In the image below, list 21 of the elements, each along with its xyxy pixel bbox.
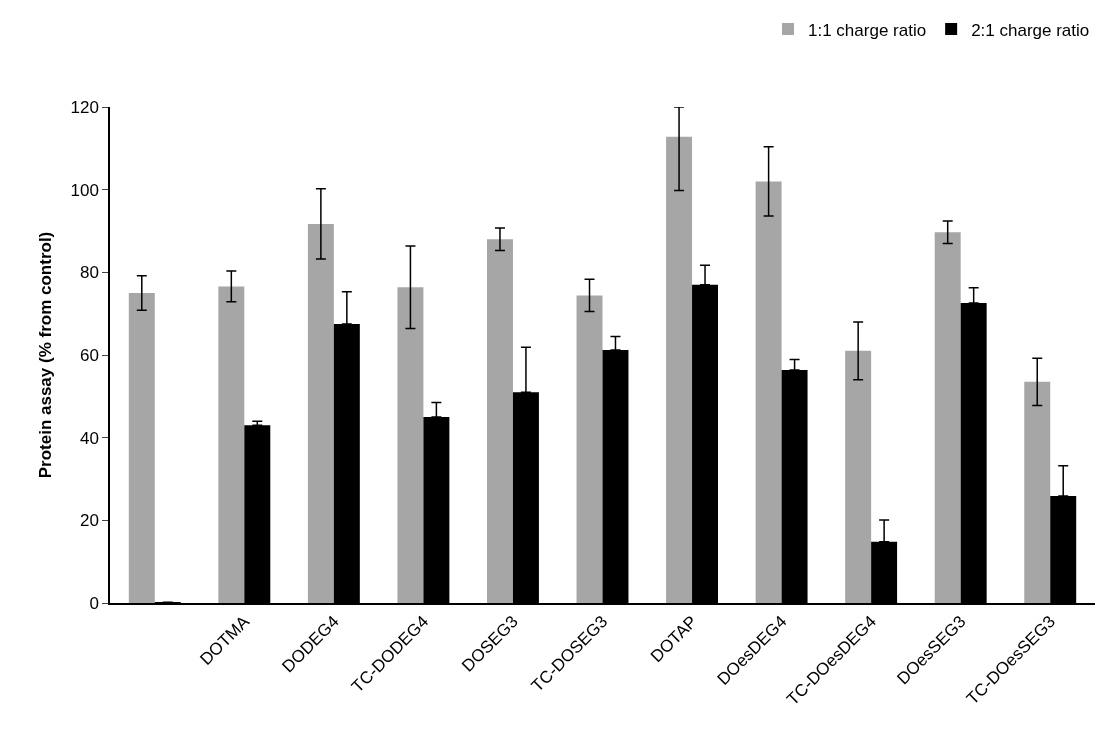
y-tick-label: 0 — [89, 593, 99, 613]
bar — [576, 295, 603, 603]
y-tick-label: 40 — [79, 428, 99, 448]
y-tick-label: 20 — [79, 511, 99, 531]
bar — [397, 287, 424, 603]
y-tick-label: 120 — [70, 97, 99, 117]
bar — [755, 181, 782, 603]
y-tick-label: 80 — [79, 263, 99, 283]
bar — [934, 232, 961, 603]
bar — [218, 286, 245, 603]
bar — [1024, 381, 1051, 603]
legend-label: 1:1 charge ratio — [808, 20, 927, 40]
bar — [128, 293, 155, 603]
y-tick-label: 100 — [70, 180, 99, 200]
y-tick-label: 60 — [79, 345, 99, 365]
bar — [486, 239, 513, 603]
bar — [845, 350, 872, 603]
y-axis-title: Protein assay (% from control) — [35, 231, 55, 479]
bar — [307, 223, 334, 603]
legend-label: 2:1 charge ratio — [971, 20, 1090, 40]
bar — [666, 136, 693, 603]
